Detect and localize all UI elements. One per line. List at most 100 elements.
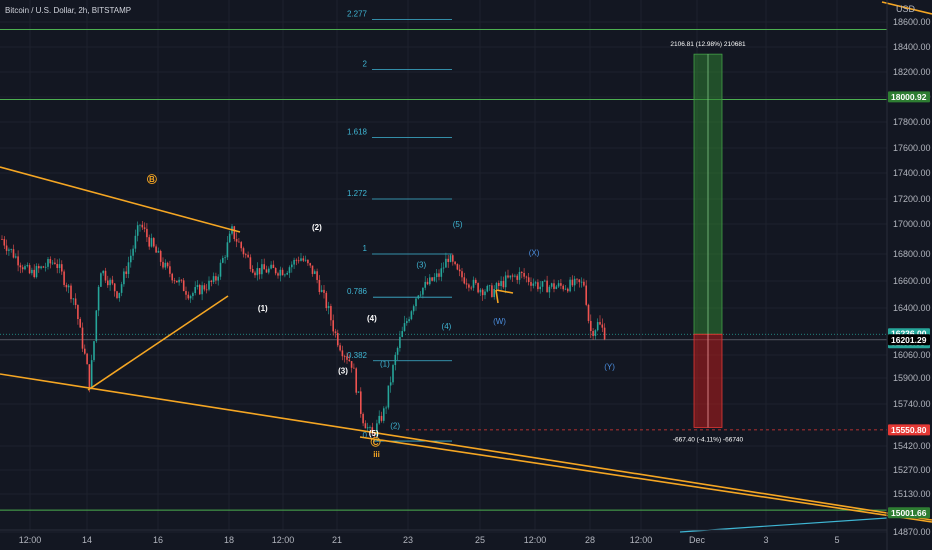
horizontal-levels[interactable]	[0, 29, 887, 511]
candlesticks	[1, 221, 606, 440]
candle-body	[408, 319, 410, 322]
candle-body	[353, 367, 355, 369]
candle-body	[498, 282, 500, 287]
y-tick-label: 15130.00	[893, 489, 931, 499]
candle-body	[61, 264, 63, 272]
trendline[interactable]	[0, 373, 932, 521]
candle-body	[203, 285, 206, 290]
candle-body	[341, 350, 344, 357]
candle-body	[81, 327, 84, 349]
candle-body	[502, 281, 505, 288]
candle-body	[357, 391, 360, 393]
wave-label: (5)	[369, 429, 379, 438]
candle-body	[54, 262, 56, 265]
candle-body	[544, 280, 546, 282]
candle-body	[481, 289, 484, 296]
candle-body	[530, 282, 532, 286]
candle-body	[578, 279, 581, 283]
candle-body	[373, 433, 376, 436]
candle-body	[58, 264, 61, 268]
candle-body	[65, 284, 68, 288]
wave-circle	[146, 174, 157, 185]
candle-body	[192, 293, 194, 297]
candle-body	[208, 280, 210, 290]
candle-body	[571, 279, 574, 286]
y-tick-label: 16800.00	[893, 249, 931, 259]
trendline[interactable]	[87, 295, 229, 391]
candle-body	[24, 266, 26, 270]
candle-body	[215, 276, 217, 281]
candle-body	[309, 263, 311, 266]
candle-body	[63, 271, 65, 285]
candle-body	[118, 292, 121, 299]
trendline[interactable]	[359, 436, 932, 523]
x-tick-label: 25	[475, 535, 485, 545]
candle-body	[5, 245, 8, 251]
price-axis[interactable]: 18600.0018400.0018200.0018000.0017800.00…	[886, 0, 931, 550]
candle-body	[254, 272, 256, 276]
candle-body	[84, 348, 86, 354]
candle-body	[155, 246, 157, 253]
time-axis[interactable]: 12:00 14 16 18 12:00 21 23 25 12:00 28 12:00 Dec 3 5	[0, 529, 887, 545]
y-tick-label: 17800.00	[893, 117, 931, 127]
y-tick-label: 17400.00	[893, 168, 931, 178]
candle-body	[475, 279, 477, 284]
wave-label: (2)	[312, 223, 322, 232]
candle-body	[3, 239, 6, 246]
candle-body	[28, 265, 31, 274]
candle-body	[594, 330, 597, 336]
fib-level-label: 2.277	[347, 10, 368, 19]
candle-body	[173, 280, 176, 282]
candle-body	[603, 327, 606, 340]
candle-body	[21, 267, 24, 270]
candle-body	[153, 238, 155, 247]
candle-body	[495, 282, 498, 290]
candle-body	[67, 285, 70, 288]
candle-body	[449, 255, 452, 262]
candle-body	[500, 281, 502, 287]
candle-body	[424, 281, 426, 288]
candle-body	[521, 271, 523, 274]
candle-body	[431, 277, 433, 281]
candle-body	[403, 323, 406, 332]
candle-body	[419, 294, 422, 296]
candle-body	[537, 282, 539, 290]
trendline[interactable]	[881, 1, 932, 15]
candle-body	[86, 353, 88, 365]
candle-body	[235, 239, 238, 242]
trendline[interactable]	[495, 289, 499, 304]
candle-body	[360, 391, 362, 414]
candle-body	[590, 320, 592, 332]
candle-body	[511, 275, 514, 277]
candle-body	[288, 267, 291, 273]
price-tag-label: 15550.80	[891, 425, 927, 435]
candle-body	[456, 264, 459, 270]
wave-label: (5)	[453, 220, 463, 229]
candle-body	[523, 273, 525, 277]
candle-body	[10, 249, 12, 250]
candle-body	[17, 256, 19, 266]
candle-body	[12, 249, 15, 258]
candle-body	[15, 256, 17, 258]
trendline[interactable]	[495, 289, 514, 294]
candle-body	[224, 257, 226, 259]
fib-level-label: 2	[363, 60, 368, 69]
long-position-tool[interactable]: 2106.81 (12.98%) 210681 -667.40 (-4.11%) …	[406, 41, 887, 443]
wave-label: (Y)	[604, 362, 615, 371]
trendline[interactable]	[0, 166, 241, 233]
candle-body	[573, 278, 576, 286]
grid	[0, 0, 887, 533]
candle-body	[534, 282, 537, 284]
wave-label: (1)	[380, 360, 390, 369]
candle-body	[284, 274, 286, 276]
fib-level-label: 0.382	[347, 351, 368, 360]
x-tick-label: 21	[332, 535, 342, 545]
candle-body	[394, 354, 397, 366]
candle-body	[157, 250, 160, 253]
candle-body	[26, 265, 29, 267]
candle-body	[458, 269, 461, 272]
candle-body	[176, 280, 178, 283]
y-tick-label: 18200.00	[893, 67, 931, 77]
